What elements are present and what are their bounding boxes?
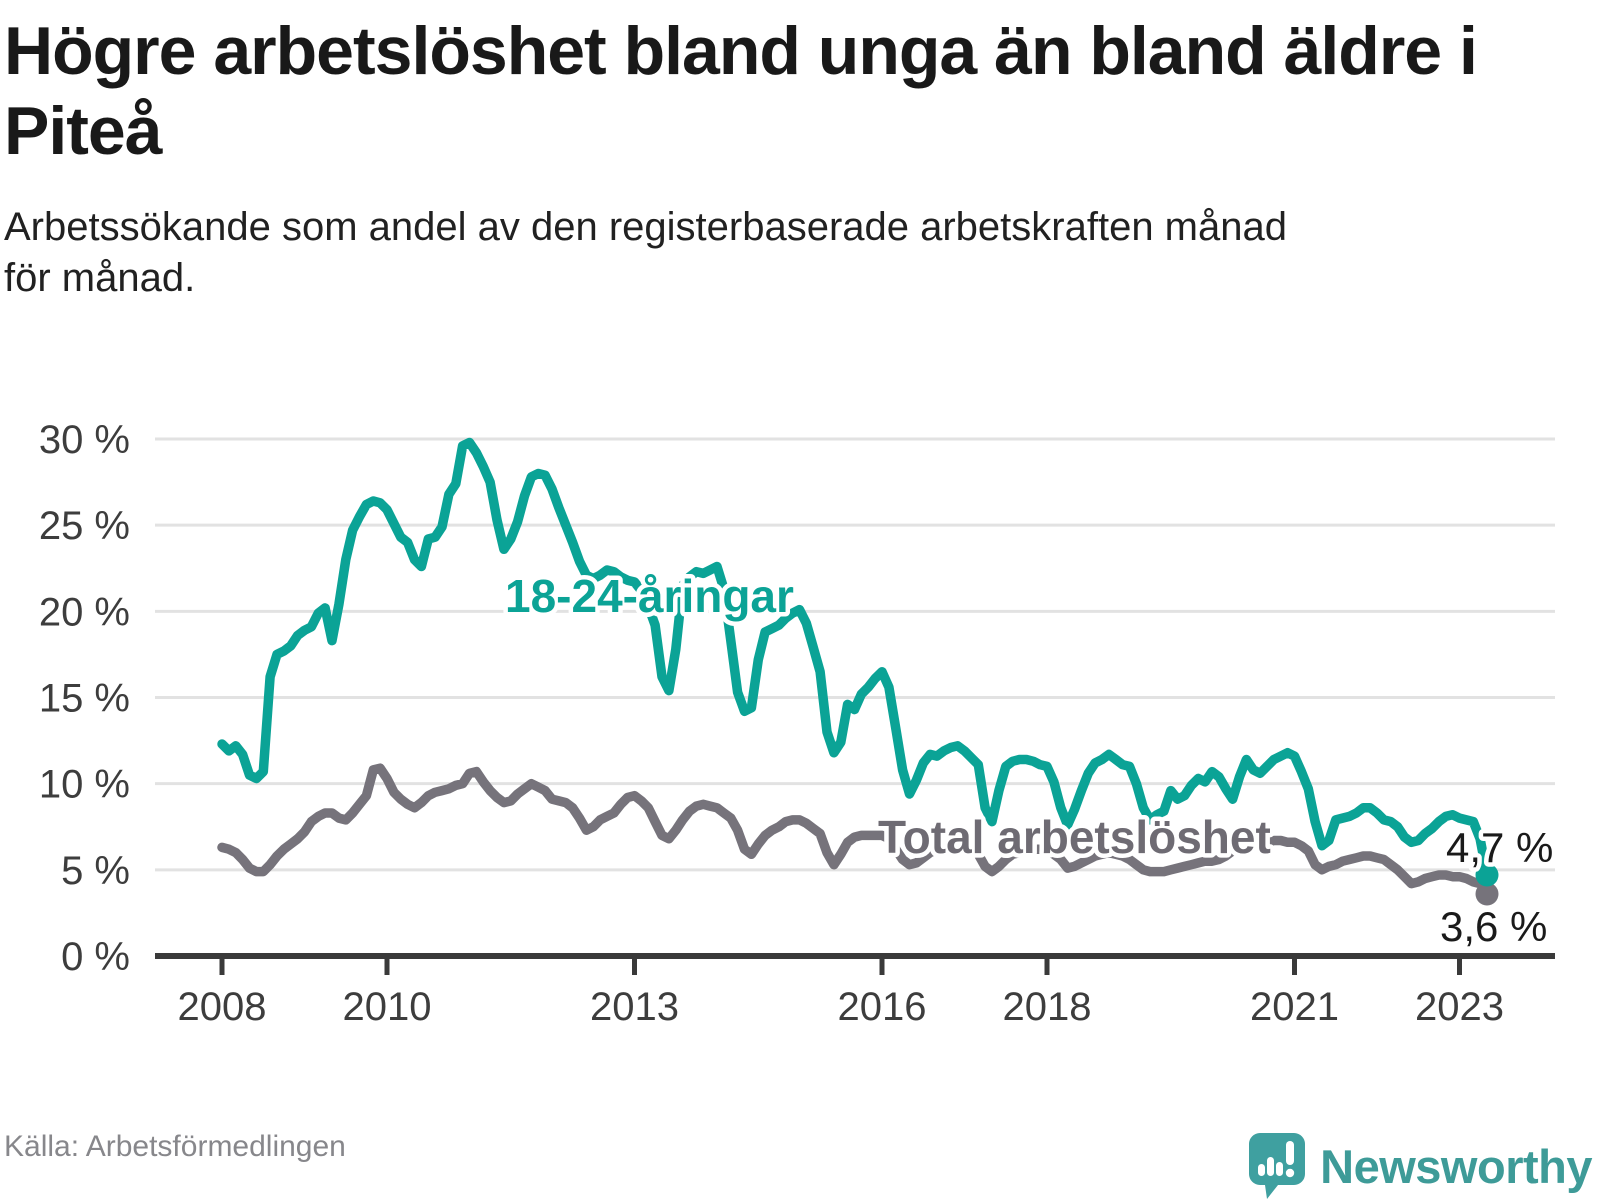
subtitle-line-2: för månad. <box>4 256 196 301</box>
title-line-1: Högre arbetslöshet bland unga än bland ä… <box>4 13 1478 89</box>
x-axis-tick-label: 2021 <box>1250 985 1339 1029</box>
x-axis-tick-label: 2008 <box>178 985 267 1029</box>
end-value-label-youth: 4,7 % <box>1446 824 1553 871</box>
y-axis-tick-label: 20 % <box>39 590 130 634</box>
series-label-total: Total arbetslöshet <box>878 811 1271 863</box>
axis-tick-labels: 0 % 5 % 10 % 15 % 20 % 25 % 30 % 2008 2010 2013 20… <box>39 418 1504 1029</box>
chart-subtitle: Arbetssökande som andel av den registerb… <box>4 202 1564 304</box>
series-label-youth: 18-24-åringar <box>505 570 794 622</box>
y-axis-tick-label: 15 % <box>39 677 130 721</box>
page-title: Högre arbetslöshet bland unga än bland ä… <box>4 12 1564 171</box>
y-axis-tick-label: 5 % <box>61 849 130 893</box>
x-axis <box>155 953 1555 975</box>
x-axis-tick-label: 2013 <box>590 985 679 1029</box>
subtitle-line-1: Arbetssökande som andel av den registerb… <box>4 205 1287 249</box>
end-value-label-total: 3,6 % <box>1440 903 1547 950</box>
series-line-youth <box>217 437 1492 880</box>
y-axis-tick-label: 25 % <box>39 504 130 548</box>
y-axis-tick-label: 30 % <box>39 418 130 462</box>
plot-area <box>217 437 1499 906</box>
y-axis-tick-label: 0 % <box>61 935 130 979</box>
series-line-total <box>217 763 1492 899</box>
x-axis-tick-label: 2016 <box>838 985 927 1029</box>
newsworthy-speech-bubble-bar-chart-icon <box>1249 1133 1306 1199</box>
x-axis-tick-label: 2010 <box>343 985 432 1029</box>
x-axis-tick-label: 2018 <box>1003 985 1092 1029</box>
title-line-2: Piteå <box>4 92 163 169</box>
source-note: Källa: Arbetsförmedlingen <box>4 1130 346 1163</box>
x-axis-tick-label: 2023 <box>1415 985 1504 1029</box>
end-dot-youth <box>1475 863 1499 887</box>
y-axis-tick-label: 10 % <box>39 763 130 807</box>
brand-name: Newsworthy <box>1320 1139 1592 1193</box>
end-dot-total <box>1475 882 1499 906</box>
newsworthy-brand: Newsworthy <box>1248 1132 1592 1200</box>
